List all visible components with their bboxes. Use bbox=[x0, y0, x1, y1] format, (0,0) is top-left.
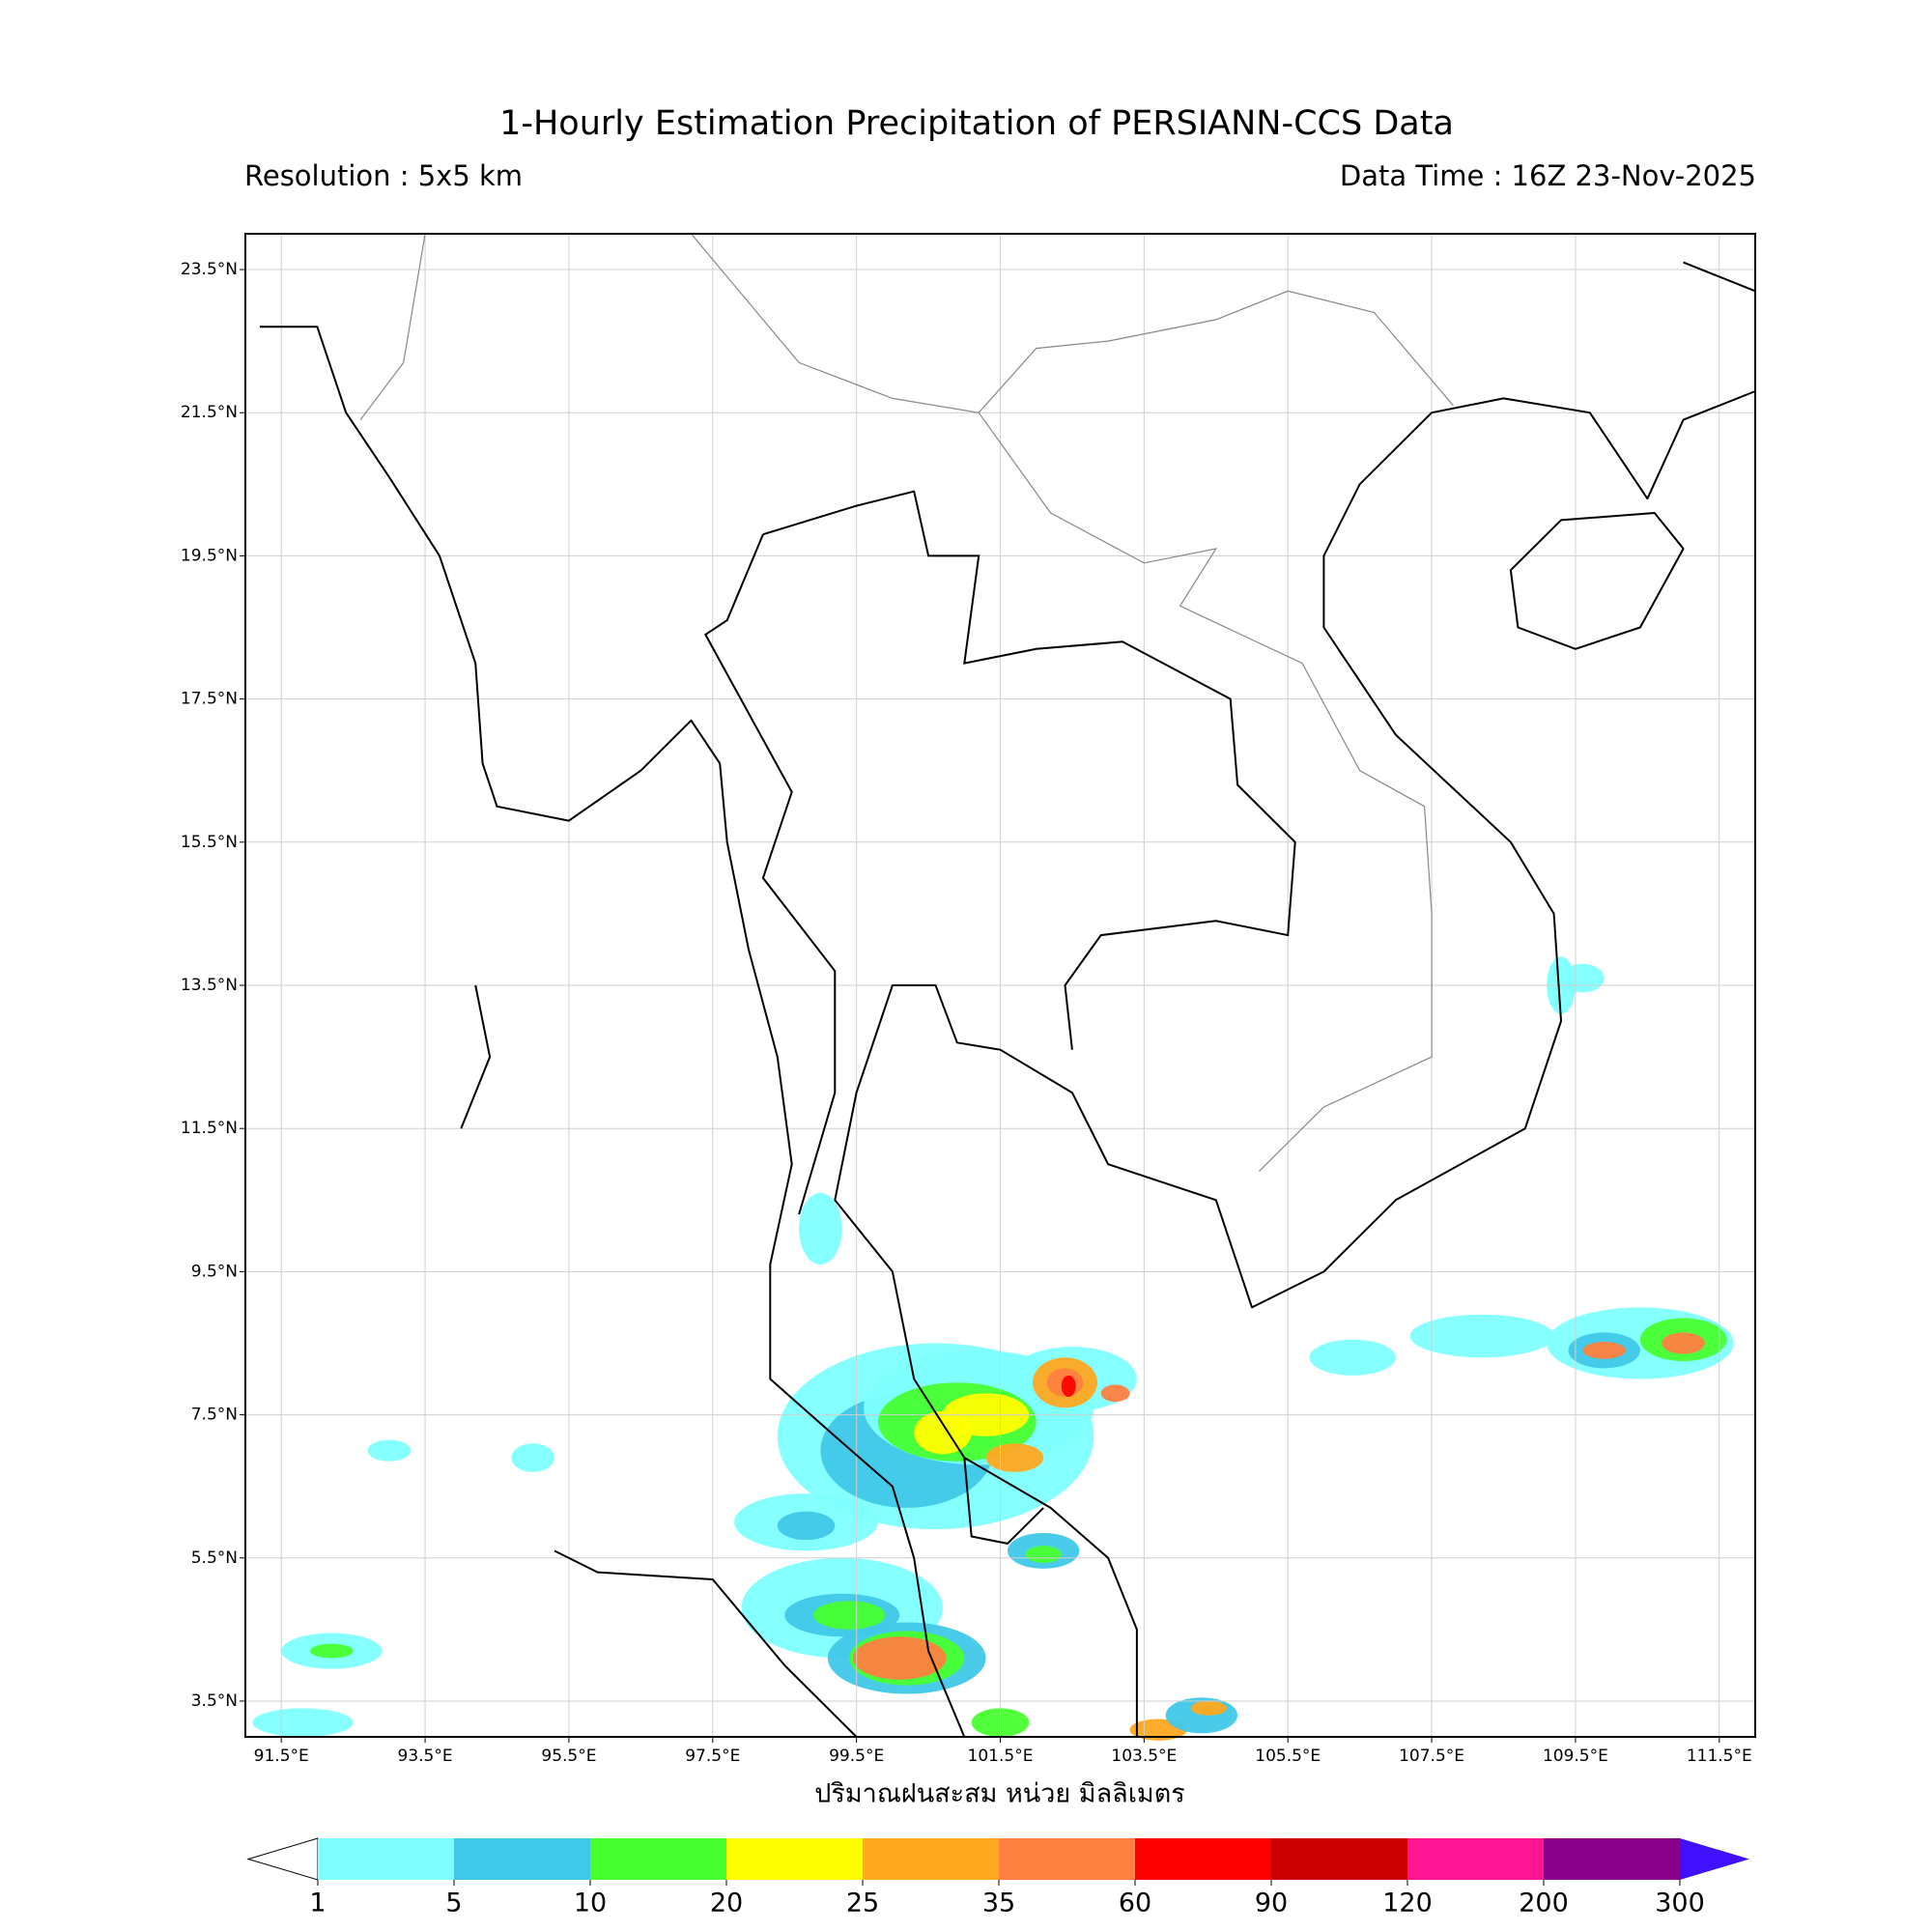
precip-area bbox=[1100, 1384, 1130, 1403]
colorbar-bin bbox=[454, 1838, 590, 1880]
precip-area bbox=[1561, 963, 1605, 993]
precip-area bbox=[852, 1636, 947, 1680]
lat-tick-label: 15.5°N bbox=[181, 833, 238, 852]
lat-tick-label: 19.5°N bbox=[181, 546, 238, 565]
island bbox=[460, 984, 492, 1129]
data-time: Data Time : 16Z 23-Nov-2025 bbox=[1340, 159, 1756, 192]
lon-tick-label: 111.5°E bbox=[1687, 1747, 1752, 1766]
precip-area bbox=[1061, 1375, 1076, 1398]
colorbar-label: 300 bbox=[1655, 1889, 1705, 1918]
colorbar-label: 10 bbox=[574, 1889, 607, 1918]
precip-area bbox=[1309, 1339, 1396, 1376]
colorbar-bin bbox=[1135, 1838, 1271, 1880]
lat-tick-label: 17.5°N bbox=[181, 690, 238, 709]
border bbox=[359, 233, 426, 420]
precip-area bbox=[1025, 1546, 1062, 1563]
lon-tick-label: 103.5°E bbox=[1111, 1747, 1177, 1766]
colorbar-label: 20 bbox=[710, 1889, 743, 1918]
map-frame bbox=[244, 233, 1756, 1738]
precip-area bbox=[367, 1439, 412, 1462]
colorbar-label: 1 bbox=[309, 1889, 326, 1918]
colorbar-bin bbox=[863, 1838, 999, 1880]
colorbar-bin bbox=[1407, 1838, 1544, 1880]
colorbar-label: 5 bbox=[445, 1889, 462, 1918]
border bbox=[978, 412, 1433, 1173]
border bbox=[703, 533, 837, 1215]
lon-tick-label: 95.5°E bbox=[541, 1747, 596, 1766]
border bbox=[762, 490, 1296, 1050]
precip-area bbox=[1662, 1332, 1705, 1354]
precip-area bbox=[511, 1443, 555, 1472]
lon-tick-label: 91.5°E bbox=[254, 1747, 309, 1766]
precip-area bbox=[799, 1192, 842, 1264]
colorbar-bin bbox=[726, 1838, 863, 1880]
lon-tick-label: 97.5°E bbox=[685, 1747, 740, 1766]
colorbar-label: 90 bbox=[1255, 1889, 1288, 1918]
lon-tick-label: 109.5°E bbox=[1543, 1747, 1608, 1766]
precip-area bbox=[252, 1708, 354, 1737]
precip-area bbox=[1190, 1700, 1227, 1716]
coastline bbox=[1683, 261, 1756, 293]
title: 1-Hourly Estimation Precipitation of PER… bbox=[499, 104, 1454, 143]
precip-area bbox=[309, 1643, 354, 1659]
precip-area bbox=[914, 1410, 972, 1455]
precip-area bbox=[812, 1601, 886, 1630]
colorbar-bin bbox=[999, 1838, 1135, 1880]
border bbox=[963, 1457, 1044, 1545]
colorbar-label: 25 bbox=[846, 1889, 879, 1918]
island bbox=[1509, 512, 1685, 650]
resolution: Resolution : 5x5 km bbox=[244, 159, 523, 192]
lon-tick-label: 107.5°E bbox=[1399, 1747, 1464, 1766]
lon-tick-label: 105.5°E bbox=[1255, 1747, 1321, 1766]
lon-tick-label: 93.5°E bbox=[398, 1747, 453, 1766]
colorbar-bin bbox=[1544, 1838, 1680, 1880]
precip-area bbox=[777, 1511, 836, 1541]
coastline bbox=[834, 390, 1756, 1737]
lat-tick-label: 7.5°N bbox=[191, 1406, 238, 1425]
colorbar-over bbox=[1680, 1838, 1749, 1880]
lat-tick-label: 9.5°N bbox=[191, 1262, 238, 1281]
lon-tick-label: 101.5°E bbox=[968, 1747, 1034, 1766]
lat-tick-label: 13.5°N bbox=[181, 976, 238, 995]
colorbar-label: 35 bbox=[982, 1889, 1015, 1918]
colorbar-bin bbox=[1271, 1838, 1407, 1880]
colorbar-under bbox=[246, 1837, 319, 1881]
colorbar-label: 120 bbox=[1382, 1889, 1433, 1918]
lon-tick-label: 99.5°E bbox=[829, 1747, 884, 1766]
map: 91.5°E 93.5°E 95.5°E 97.5°E 99.5°E 101.5°E 103… bbox=[181, 233, 1756, 1766]
coastline bbox=[554, 1549, 858, 1738]
precip-area bbox=[1409, 1314, 1554, 1358]
colorbar-label: 200 bbox=[1519, 1889, 1569, 1918]
colorbar-bin bbox=[590, 1838, 726, 1880]
colorbar: 1 5 10 20 25 35 60 90 120 200 300 bbox=[246, 1837, 1749, 1918]
border bbox=[691, 233, 1454, 413]
precip-area bbox=[1582, 1341, 1627, 1359]
colorbar-label: 60 bbox=[1119, 1889, 1151, 1918]
lat-tick-label: 21.5°N bbox=[181, 403, 238, 422]
x-label: ปริมาณฝนสะสม หน่วย มิลลิเมตร bbox=[814, 1779, 1185, 1809]
lat-tick-label: 5.5°N bbox=[191, 1548, 238, 1568]
precip-area bbox=[985, 1443, 1044, 1472]
lat-tick-label: 23.5°N bbox=[181, 260, 238, 279]
coastline bbox=[259, 326, 966, 1738]
lat-tick-label: 3.5°N bbox=[191, 1691, 238, 1711]
lat-tick-label: 11.5°N bbox=[181, 1119, 238, 1138]
colorbar-bin bbox=[318, 1838, 454, 1880]
